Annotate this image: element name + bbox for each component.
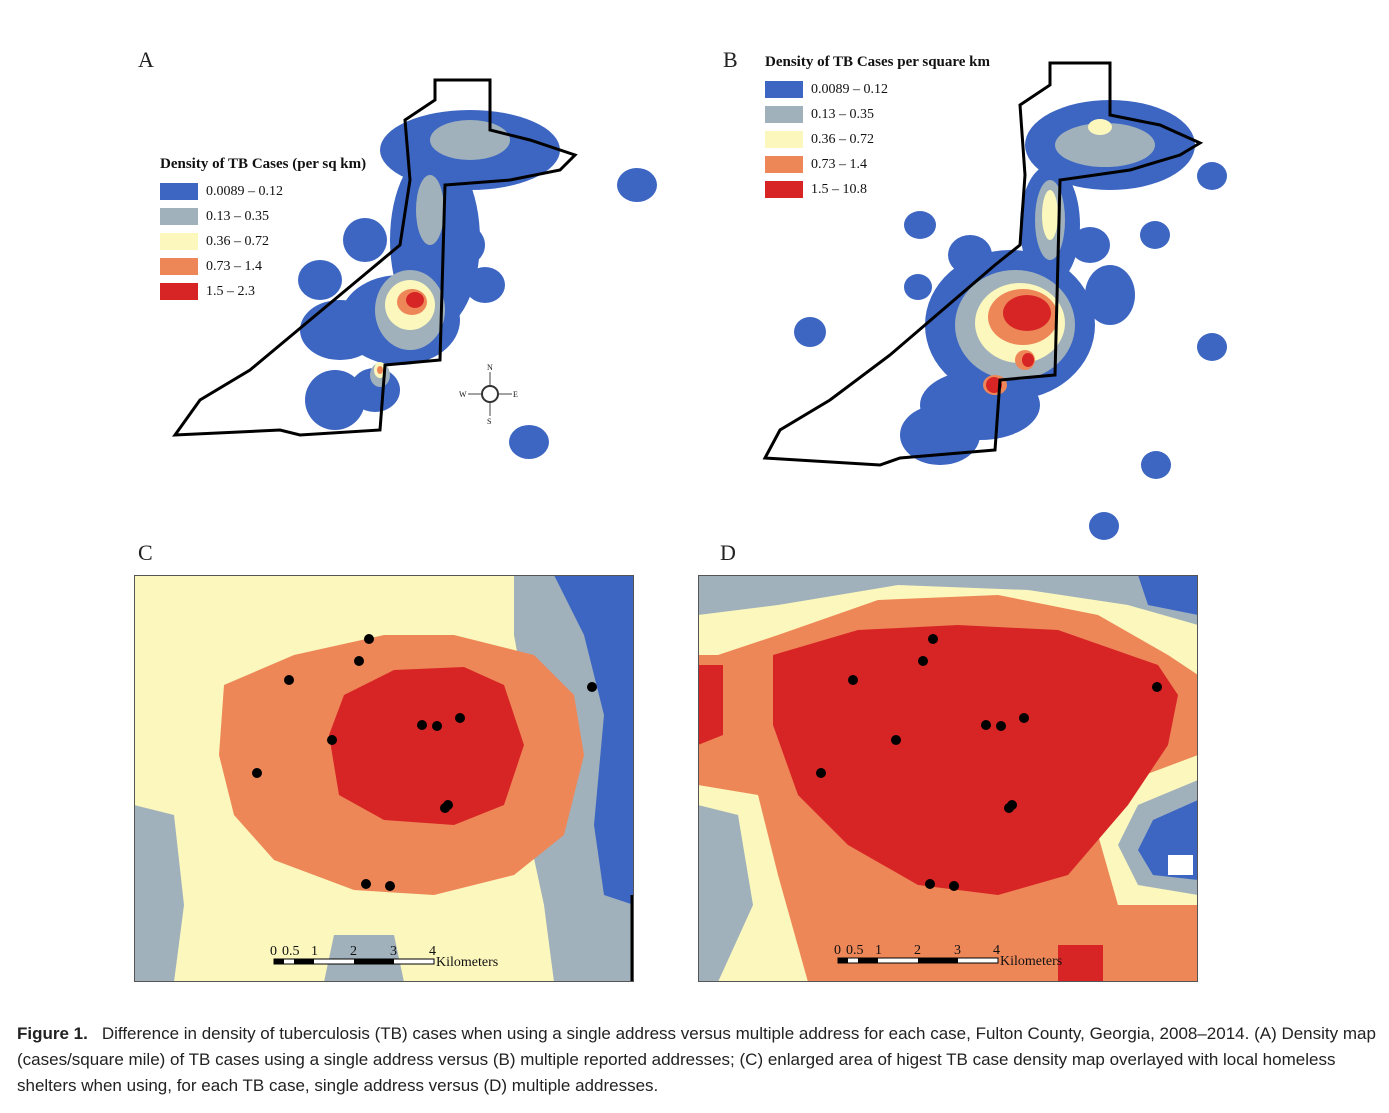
scale-c-1: 1 <box>311 944 318 959</box>
legend-label: 0.73 – 1.4 <box>206 258 262 274</box>
legend-b: Density of TB Cases per square km 0.0089… <box>765 54 990 202</box>
legend-label: 0.73 – 1.4 <box>811 156 867 172</box>
scale-c-3: 3 <box>390 944 397 959</box>
legend-swatch <box>765 106 803 123</box>
figure-label: Figure 1. <box>17 1024 88 1043</box>
legend-label: 0.13 – 0.35 <box>206 208 269 224</box>
scale-d-2: 2 <box>914 943 921 958</box>
legend-swatch <box>160 233 198 250</box>
compass-e: E <box>513 390 518 399</box>
legend-a: Density of TB Cases (per sq km) 0.0089 –… <box>160 156 366 304</box>
legend-swatch <box>160 183 198 200</box>
legend-item: 0.36 – 0.72 <box>160 229 366 254</box>
compass-n: N <box>487 363 493 372</box>
scale-d-4: 4 <box>993 943 1000 958</box>
map-b <box>762 61 1227 540</box>
scalebar-c: 0 0.5 1 2 3 4 Kilometers <box>270 944 498 970</box>
county-boundary-a <box>171 78 578 437</box>
scale-c-0: 0 <box>270 944 277 959</box>
legend-item: 0.73 – 1.4 <box>160 254 366 279</box>
scale-c-0-5: 0.5 <box>282 944 300 959</box>
panel-b-letter: B <box>723 47 738 72</box>
scale-d-3: 3 <box>954 943 961 958</box>
map-d: 0 0.5 1 2 3 4 Kilometers <box>698 575 1198 982</box>
legend-b-title: Density of TB Cases per square km <box>765 54 991 70</box>
legend-swatch <box>765 181 803 198</box>
legend-item: 0.0089 – 0.12 <box>160 179 366 204</box>
legend-item: 0.36 – 0.72 <box>765 127 990 152</box>
legend-item: 0.13 – 0.35 <box>765 102 990 127</box>
legend-label: 1.5 – 2.3 <box>206 283 255 299</box>
scale-d-unit: Kilometers <box>1000 954 1062 969</box>
legend-a-title: Density of TB Cases (per sq km) <box>160 156 367 172</box>
legend-item: 1.5 – 2.3 <box>160 279 366 304</box>
legend-item: 0.13 – 0.35 <box>160 204 366 229</box>
compass-s: S <box>487 417 491 426</box>
caption-text: Difference in density of tuberculosis (T… <box>17 1024 1376 1095</box>
legend-swatch <box>160 258 198 275</box>
panel-a-letter: A <box>138 47 154 72</box>
legend-swatch <box>160 283 198 300</box>
compass-w: W <box>459 390 467 399</box>
legend-swatch <box>765 156 803 173</box>
legend-item: 0.73 – 1.4 <box>765 152 990 177</box>
panel-c-letter: C <box>138 540 153 565</box>
scale-c-2: 2 <box>350 944 357 959</box>
legend-label: 0.0089 – 0.12 <box>811 81 888 97</box>
density-hotspots-a <box>298 110 657 459</box>
legend-label: 1.5 – 10.8 <box>811 181 867 197</box>
legend-item: 0.0089 – 0.12 <box>765 77 990 102</box>
map-a <box>171 78 657 459</box>
legend-label: 0.13 – 0.35 <box>811 106 874 122</box>
legend-label: 0.0089 – 0.12 <box>206 183 283 199</box>
legend-swatch <box>765 81 803 98</box>
legend-label: 0.36 – 0.72 <box>206 233 269 249</box>
legend-label: 0.36 – 0.72 <box>811 131 874 147</box>
legend-swatch <box>765 131 803 148</box>
legend-item: 1.5 – 10.8 <box>765 177 990 202</box>
scale-d-0-5: 0.5 <box>846 943 864 958</box>
scale-c-4: 4 <box>429 944 436 959</box>
map-c: 0 0.5 1 2 3 4 Kilometers <box>134 575 634 982</box>
panel-d-letter: D <box>720 540 736 565</box>
figure-caption: Figure 1. Difference in density of tuberc… <box>17 1021 1377 1099</box>
legend-swatch <box>160 208 198 225</box>
scale-c-unit: Kilometers <box>436 955 498 970</box>
scale-d-0: 0 <box>834 943 841 958</box>
county-boundary-b <box>762 61 1204 467</box>
scalebar-d: 0 0.5 1 2 3 4 Kilometers <box>834 943 1062 969</box>
scale-d-1: 1 <box>875 943 882 958</box>
compass-icon: N S E W <box>459 363 518 426</box>
